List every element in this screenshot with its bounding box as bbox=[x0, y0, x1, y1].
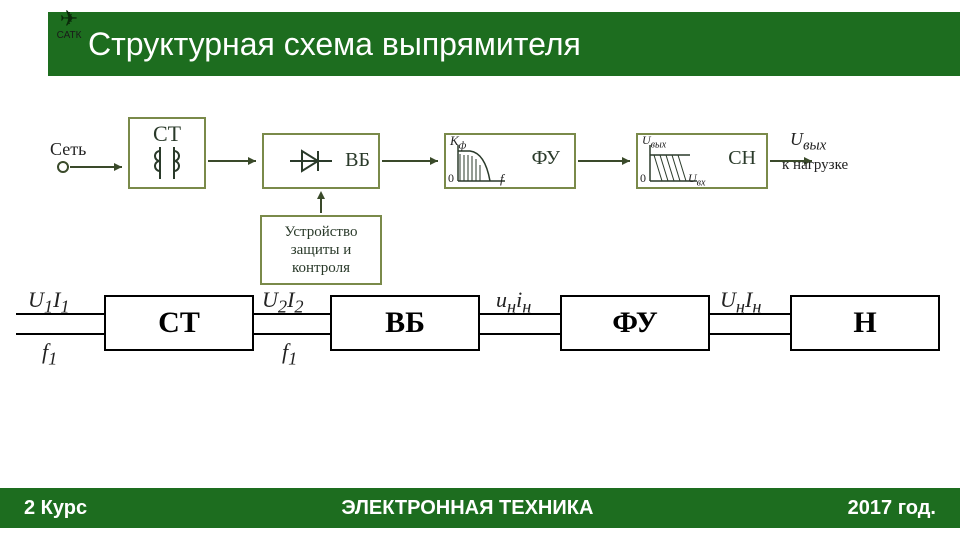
d1-sn-utop: U bbox=[642, 133, 651, 147]
d2-block-vb: ВБ bbox=[330, 295, 480, 351]
logo: ✈ САТК bbox=[42, 8, 96, 41]
d1-fu-ksub: ф bbox=[459, 140, 467, 152]
d1-input-label: Сеть bbox=[50, 139, 86, 160]
d2-wire bbox=[254, 333, 330, 335]
d1-st-label: СТ bbox=[130, 121, 204, 147]
footer-bar: 2 Курс ЭЛЕКТРОННАЯ ТЕХНИКА 2017 год. bbox=[0, 488, 960, 528]
page-title: Структурная схема выпрямителя bbox=[88, 26, 581, 63]
d1-fu-zero: 0 bbox=[448, 171, 454, 186]
logo-text: САТК bbox=[42, 30, 96, 41]
d1-vb-label: ВБ bbox=[345, 149, 370, 172]
d2-s2-top: U2I2 bbox=[262, 287, 304, 317]
d2-s1-top: U1I1 bbox=[28, 287, 70, 317]
logo-mark: ✈ bbox=[42, 8, 96, 30]
d2-s2-bot: f1 bbox=[282, 339, 297, 369]
d1-block-vb: ВБ bbox=[262, 133, 380, 189]
d2-s1-bot: f1 bbox=[42, 339, 57, 369]
d2-block-st: СТ bbox=[104, 295, 254, 351]
title-bar: Структурная схема выпрямителя bbox=[48, 12, 960, 76]
transformer-icon bbox=[142, 143, 192, 183]
footer-right: 2017 год. bbox=[848, 497, 936, 520]
d1-sn-ubotsub: вх bbox=[697, 177, 706, 188]
d1-block-protection: Устройство защиты и контроля bbox=[260, 215, 382, 285]
d1-uout: Uвых bbox=[790, 129, 826, 155]
d1-fu-k: K bbox=[450, 133, 459, 148]
d1-to-load: к нагрузке bbox=[782, 157, 848, 174]
d1-block-sn: Uвых Uвх 0 СН bbox=[636, 133, 768, 189]
d1-fu-label: ФУ bbox=[532, 147, 560, 170]
d2-wire bbox=[480, 333, 560, 335]
d1-sn-utopsub: вых bbox=[651, 139, 667, 150]
d1-sn-label: СН bbox=[728, 147, 756, 170]
d1-sn-zero: 0 bbox=[640, 171, 646, 186]
d1-fu-f: f bbox=[500, 171, 504, 187]
diode-icon bbox=[286, 144, 336, 178]
d2-wire bbox=[710, 333, 790, 335]
d2-s4-top: UнIн bbox=[720, 287, 761, 317]
footer-center: ЭЛЕКТРОННАЯ ТЕХНИКА bbox=[341, 497, 593, 520]
d2-block-fu: ФУ bbox=[560, 295, 710, 351]
footer-left: 2 Курс bbox=[24, 497, 87, 520]
d2-block-n: Н bbox=[790, 295, 940, 351]
d1-sn-ubot: U bbox=[688, 171, 697, 185]
d1-block-fu: Kф f 0 ФУ bbox=[444, 133, 576, 189]
d2-s3-top: uнiн bbox=[496, 287, 531, 317]
d2-wire bbox=[16, 333, 104, 335]
d1-block-st: СТ bbox=[128, 117, 206, 189]
diagram-area: Сеть СТ bbox=[0, 95, 960, 475]
